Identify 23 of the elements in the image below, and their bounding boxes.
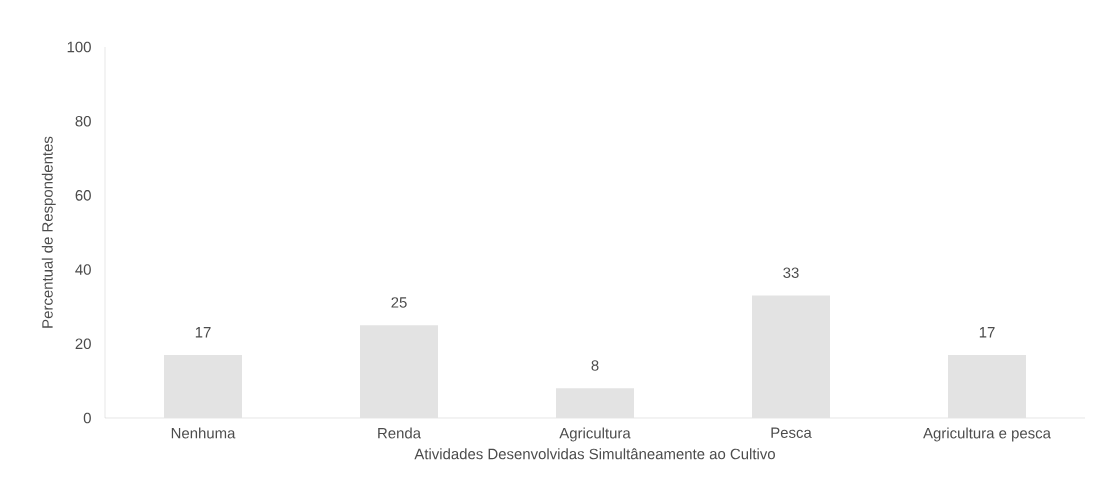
x-tick-label: Agricultura: [559, 427, 631, 442]
x-tick-label: Nenhuma: [171, 427, 236, 439]
y-tick-label: 20: [75, 338, 91, 350]
bar: [360, 325, 439, 418]
y-tick-label: 80: [75, 115, 91, 127]
bar: [556, 388, 635, 418]
y-tick-label: 0: [83, 412, 91, 424]
data-label: 17: [979, 327, 995, 338]
x-tick-label: Agricultura e pesca: [923, 427, 1051, 442]
bar: [752, 295, 831, 418]
y-tick-label: 40: [75, 264, 91, 275]
data-label: 8: [591, 360, 599, 371]
y-tick-label: 60: [75, 190, 91, 201]
x-tick-label: Renda: [378, 427, 422, 439]
data-label: 33: [783, 267, 799, 279]
y-axis-title: Percentual de Respondentes: [41, 136, 56, 328]
x-axis-title: Atividades Desenvolvidas Simultâneamente ao Cultivo: [414, 448, 775, 460]
bar: [164, 354, 243, 418]
data-label: 25: [391, 297, 407, 308]
bar: [948, 354, 1027, 418]
y-tick-label: 100: [67, 41, 91, 53]
x-tick-label: Pesca: [771, 427, 812, 438]
data-label: 17: [195, 327, 211, 338]
